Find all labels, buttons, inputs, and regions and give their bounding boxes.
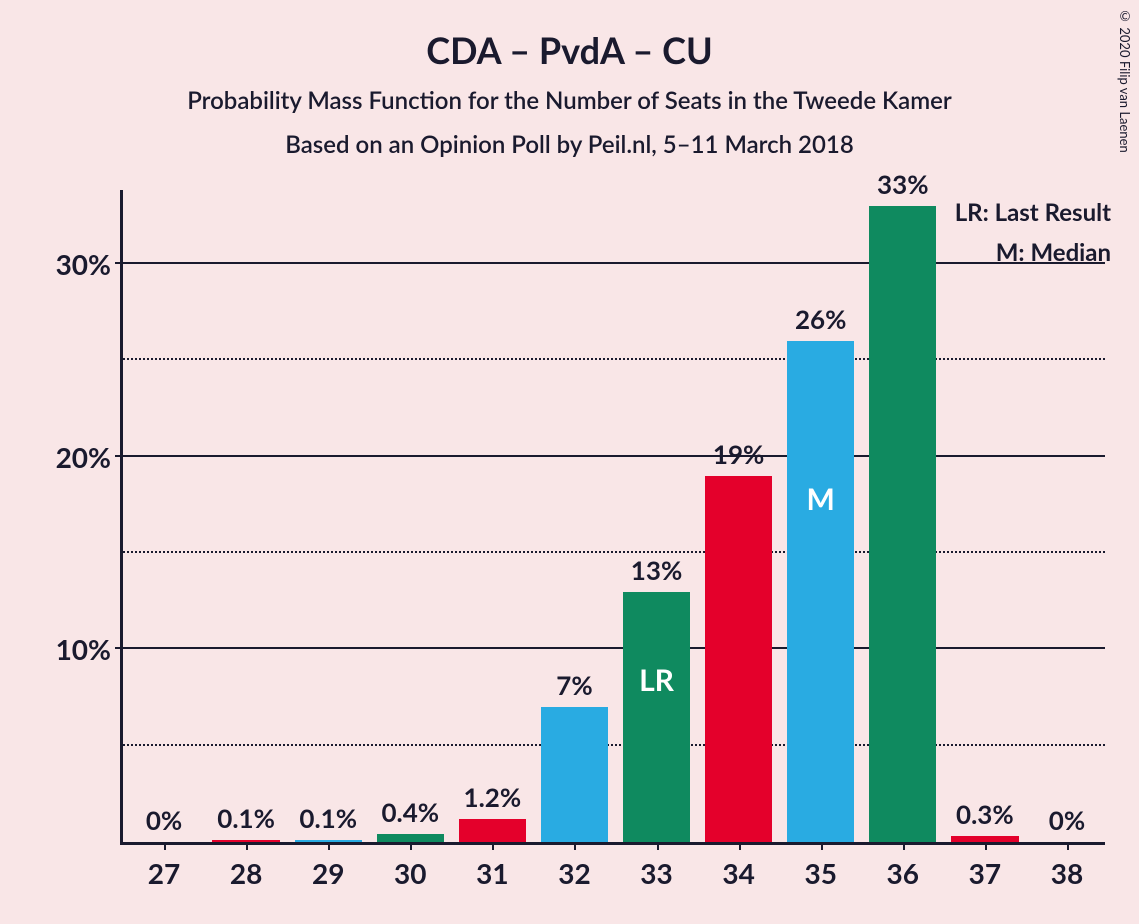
y-tick-label: 30% [56,247,123,281]
x-tick-mark [903,842,905,850]
bar-value-label: 1.2% [464,781,522,819]
copyright-text: © 2020 Filip van Laenen [1117,8,1133,153]
gridline-minor [123,551,1105,553]
x-tick-mark [574,842,576,850]
x-tick-mark [492,842,494,850]
gridline-minor [123,358,1105,360]
gridline-major [123,455,1105,457]
chart-subtitle-1: Probability Mass Function for the Number… [0,86,1139,115]
y-tick-label: 20% [56,440,123,474]
bar: 26%M [787,341,854,842]
x-tick-mark [985,842,987,850]
legend-lr: LR: Last Result [955,198,1111,227]
x-tick-mark [164,842,166,850]
x-tick-mark [1067,842,1069,850]
y-tick-label: 10% [56,632,123,666]
x-tick-mark [657,842,659,850]
bar-value-label: 33% [877,168,928,206]
bar: 1.2% [459,819,526,842]
plot-area: 10%20%30%0%270.1%280.1%290.4%301.2%317%3… [120,190,1105,845]
bar-value-label: 0.4% [381,796,439,834]
bar-value-label: 26% [795,303,846,341]
bar-value-label: 13% [631,554,682,592]
bar-value-label: 7% [556,669,592,707]
chart-container: CDA – PvdA – CU Probability Mass Functio… [0,0,1139,924]
legend-m: M: Median [996,238,1111,267]
y-tick-mark [115,455,123,457]
y-tick-mark [115,647,123,649]
bar-value-label: 19% [713,438,764,476]
bar: 33% [869,206,936,842]
bar: 19% [705,476,772,842]
y-tick-mark [115,262,123,264]
bar-inside-label: LR [639,662,674,698]
bar-value-label: 0.1% [299,802,357,840]
bar: 0.4% [377,834,444,842]
bar-value-label: 0.3% [956,798,1014,836]
bar: 13%LR [623,592,690,842]
chart-subtitle-2: Based on an Opinion Poll by Peil.nl, 5–1… [0,130,1139,159]
gridline-minor [123,744,1105,746]
bar-value-label: 0% [1049,804,1085,842]
bar: 7% [541,707,608,842]
bar-value-label: 0% [146,804,182,842]
chart-title: CDA – PvdA – CU [0,28,1139,72]
x-tick-mark [246,842,248,850]
x-tick-mark [739,842,741,850]
gridline-major [123,262,1105,264]
bar-inside-label: M [807,481,835,517]
x-tick-mark [328,842,330,850]
x-tick-mark [410,842,412,850]
gridline-major [123,647,1105,649]
x-tick-mark [821,842,823,850]
bar-value-label: 0.1% [217,802,275,840]
